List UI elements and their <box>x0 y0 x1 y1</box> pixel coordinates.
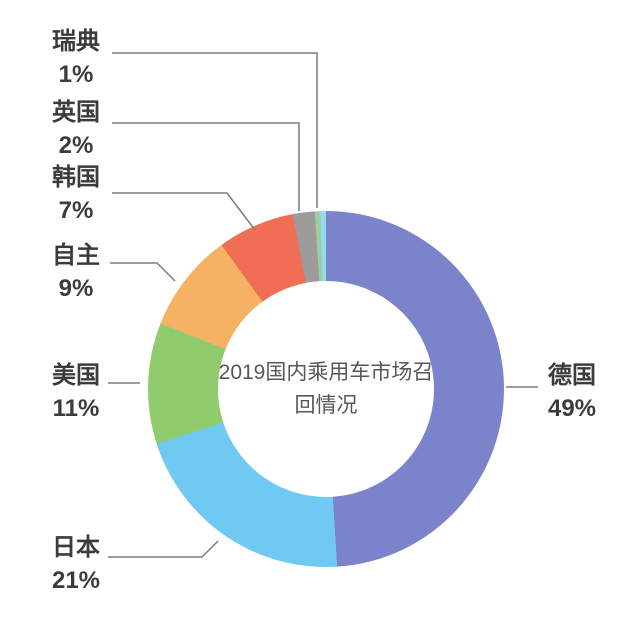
donut-hole: 2019国内乘用车市场召 回情况 <box>218 281 434 497</box>
label-percent: 2% <box>58 132 94 159</box>
label-country-name: 自主 <box>52 242 100 269</box>
chart-title: 2019国内乘用车市场召 回情况 <box>218 356 434 422</box>
leader-line-korea <box>112 192 256 231</box>
label-percent: 9% <box>58 275 94 302</box>
label-sweden: 瑞典 1% <box>38 25 114 91</box>
label-germany: 德国 49% <box>534 359 610 425</box>
label-country-name: 英国 <box>52 99 100 126</box>
label-country-name: 美国 <box>52 362 100 389</box>
leader-line-sweden <box>112 52 318 208</box>
label-country-name: 德国 <box>548 362 596 389</box>
label-usa: 美国 11% <box>38 359 114 425</box>
label-percent: 7% <box>58 197 94 224</box>
label-korea: 韩国 7% <box>38 161 114 227</box>
label-percent: 1% <box>58 61 94 88</box>
label-domestic: 自主 9% <box>38 239 114 305</box>
chart-title-line-1: 2019国内乘用车市场召 <box>218 361 434 384</box>
label-percent: 49% <box>547 395 597 422</box>
leader-line-uk <box>112 122 300 211</box>
label-percent: 11% <box>52 395 100 422</box>
leader-line-japan <box>108 540 219 558</box>
label-country-name: 瑞典 <box>52 28 100 55</box>
leader-line-domestic <box>110 262 176 282</box>
label-uk: 英国 2% <box>38 96 114 162</box>
chart-title-line-2: 回情况 <box>294 394 358 417</box>
label-percent: 21% <box>51 567 101 594</box>
label-japan: 日本 21% <box>38 531 114 597</box>
label-country-name: 韩国 <box>52 164 100 191</box>
label-country-name: 日本 <box>52 534 100 561</box>
